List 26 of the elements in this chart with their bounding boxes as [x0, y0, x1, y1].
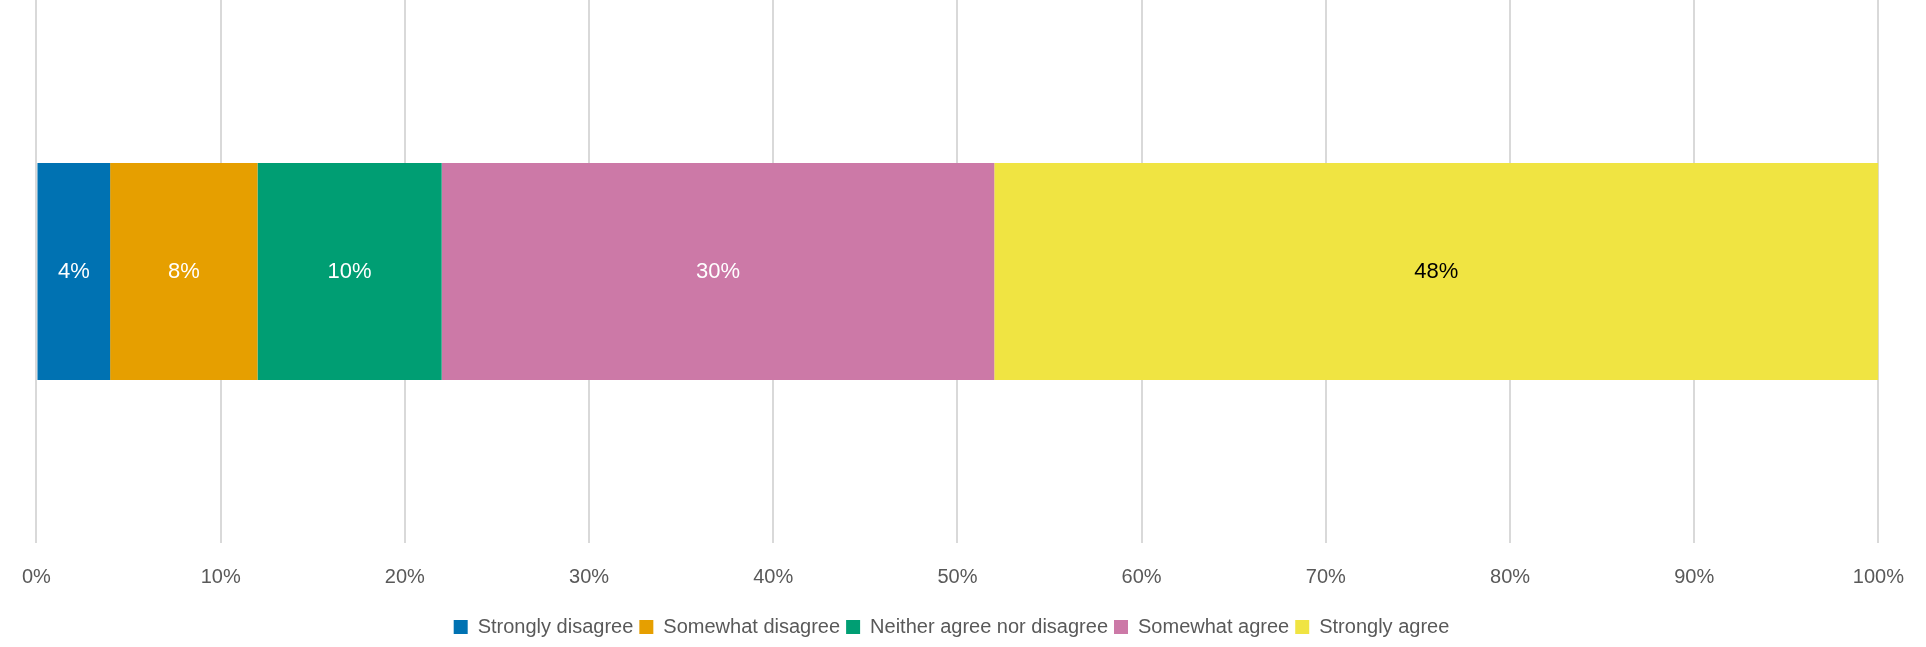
- bar: [257, 162, 442, 381]
- x-tick-label: 40%: [753, 564, 794, 587]
- x-tick-label: 80%: [1490, 564, 1531, 587]
- x-tick-label: 0%: [22, 564, 52, 587]
- data-label: 30%: [695, 257, 741, 283]
- bar: [441, 162, 995, 381]
- x-tick-label: 70%: [1305, 564, 1347, 587]
- bar: [994, 162, 1879, 381]
- legend-label: Somewhat disagree: [663, 614, 841, 637]
- legend-label: Strongly agree: [1319, 614, 1450, 637]
- data-label: 4%: [57, 257, 90, 283]
- x-tick-label: 90%: [1674, 564, 1715, 587]
- x-tick-label: 60%: [1121, 564, 1162, 587]
- bar: [110, 162, 258, 381]
- data-label: 10%: [327, 257, 372, 283]
- x-tick-label: 100%: [1852, 564, 1905, 587]
- x-tick-label: 20%: [384, 564, 426, 587]
- data-label: 8%: [167, 257, 200, 283]
- x-tick-label: 50%: [937, 564, 978, 587]
- legend-label: Strongly disagree: [477, 614, 634, 637]
- legend-label: Neither agree nor disagree: [870, 614, 1109, 637]
- bar: [37, 162, 111, 381]
- data-label: 48%: [1414, 257, 1459, 283]
- legend-label: Somewhat agree: [1138, 614, 1290, 637]
- x-tick-label: 10%: [200, 564, 241, 587]
- x-tick-label: 30%: [569, 564, 610, 587]
